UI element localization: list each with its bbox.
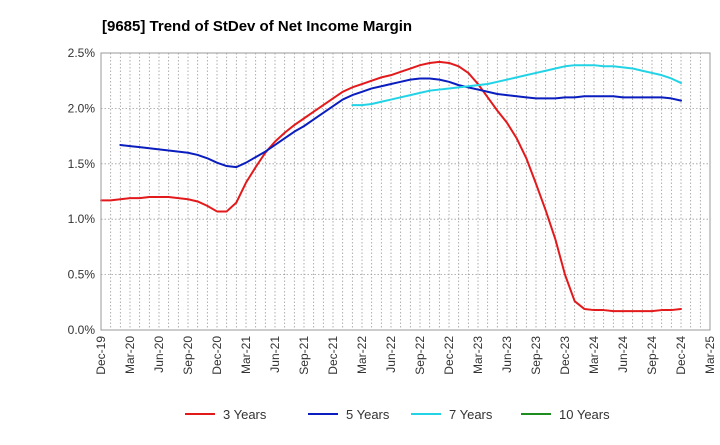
x-tick-labels: Dec-19 Mar-20 Jun-20 Sep-20 Dec-20 Mar-21 Jun-… [94, 336, 717, 375]
x-tick-label: Jun-23 [500, 336, 514, 373]
series-layer [100, 60, 682, 313]
x-tick-label: Jun-22 [384, 336, 398, 373]
x-tick-label: Mar-24 [587, 336, 601, 374]
x-tick-label: Jun-24 [616, 336, 630, 373]
x-tick-label: Dec-24 [674, 336, 688, 375]
x-tick-label: Sep-24 [645, 336, 659, 375]
x-tick-label: Dec-22 [442, 336, 456, 375]
y-tick-label: 2.0% [68, 101, 96, 115]
series-line-5-years [119, 77, 682, 169]
x-tick-label: Mar-25 [703, 336, 717, 374]
chart-title: [9685] Trend of StDev of Net Income Marg… [102, 18, 412, 35]
series-line-3-years [100, 60, 682, 313]
y-tick-label: 1.0% [68, 212, 96, 226]
x-tick-label: Dec-19 [94, 336, 108, 375]
y-tick-label: 1.5% [68, 157, 96, 171]
x-tick-label: Dec-21 [326, 336, 340, 375]
x-tick-label: Mar-23 [471, 336, 485, 374]
x-tick-label: Mar-21 [239, 336, 253, 374]
x-tick-label: Sep-21 [297, 336, 311, 375]
legend: 3 Years 5 Years 7 Years 10 Years [185, 407, 610, 422]
x-tick-label: Dec-20 [210, 336, 224, 375]
series-line-7-years [351, 64, 682, 107]
plot-frame [100, 52, 711, 331]
y-tick-label: 2.5% [68, 46, 96, 60]
legend-label-5-years: 5 Years [346, 407, 390, 422]
grid-layer [101, 53, 710, 330]
y-tick-label: 0.0% [68, 323, 96, 337]
x-tick-label: Mar-20 [123, 336, 137, 374]
legend-label-10-years: 10 Years [559, 407, 610, 422]
x-tick-label: Jun-20 [152, 336, 166, 373]
y-tick-label: 0.5% [68, 268, 96, 282]
y-tick-labels: 0.0% 0.5% 1.0% 1.5% 2.0% 2.5% [68, 46, 96, 337]
x-tick-label: Sep-22 [413, 336, 427, 375]
x-tick-label: Dec-23 [558, 336, 572, 375]
x-tick-label: Sep-23 [529, 336, 543, 375]
legend-label-7-years: 7 Years [449, 407, 493, 422]
x-tick-label: Sep-20 [181, 336, 195, 375]
x-tick-label: Mar-22 [355, 336, 369, 374]
x-tick-label: Jun-21 [268, 336, 282, 373]
legend-label-3-years: 3 Years [223, 407, 267, 422]
